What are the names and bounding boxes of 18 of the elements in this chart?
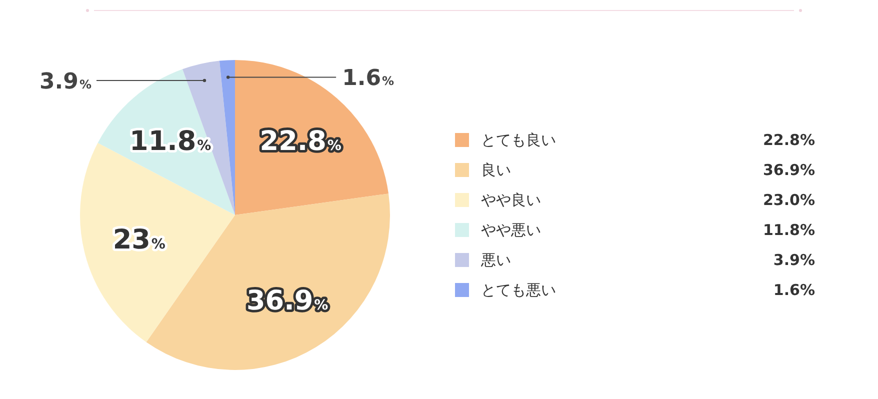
text: 36.9%	[762, 161, 815, 179]
text: 11.8%	[762, 221, 815, 239]
data-label: 3.9%	[39, 69, 92, 94]
legend-label: やや良い	[481, 190, 542, 210]
legend-label: とても悪い	[481, 280, 557, 300]
data-label: 1.6%	[342, 66, 394, 92]
data-label: 36.9%	[246, 286, 328, 317]
data-label: 22.8%	[260, 126, 342, 158]
legend-label: 良い	[481, 160, 512, 180]
legend-label: 悪い	[481, 250, 512, 270]
text: 23.0%	[762, 191, 815, 209]
legend-label: とても良い	[481, 130, 557, 150]
legend-label: やや悪い	[481, 220, 542, 240]
data-label: 11.8%	[130, 126, 212, 158]
text: 3.9%	[773, 251, 815, 269]
text: 22.8%	[762, 131, 815, 149]
text: 1.6%	[773, 281, 815, 299]
data-label: 23%	[112, 224, 166, 256]
